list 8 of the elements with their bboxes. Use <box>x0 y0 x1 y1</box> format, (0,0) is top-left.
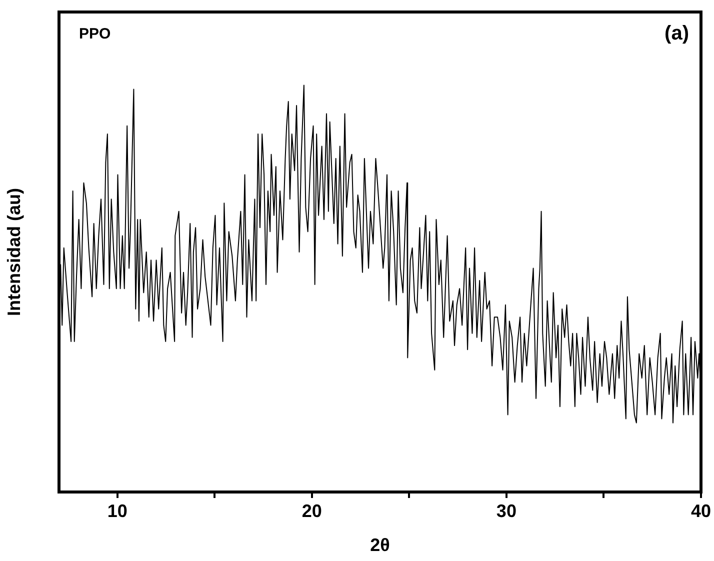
y-axis-title: Intensidad (au) <box>4 188 24 316</box>
x-tick-label: 40 <box>690 500 712 521</box>
text: (a) <box>664 22 689 45</box>
x-axis-title: 2θ <box>370 535 390 556</box>
x-tick-label: 20 <box>302 500 322 521</box>
x-tick-label: 30 <box>496 500 516 521</box>
x-tick-label: 10 <box>107 500 128 521</box>
text: PPO <box>79 26 112 43</box>
